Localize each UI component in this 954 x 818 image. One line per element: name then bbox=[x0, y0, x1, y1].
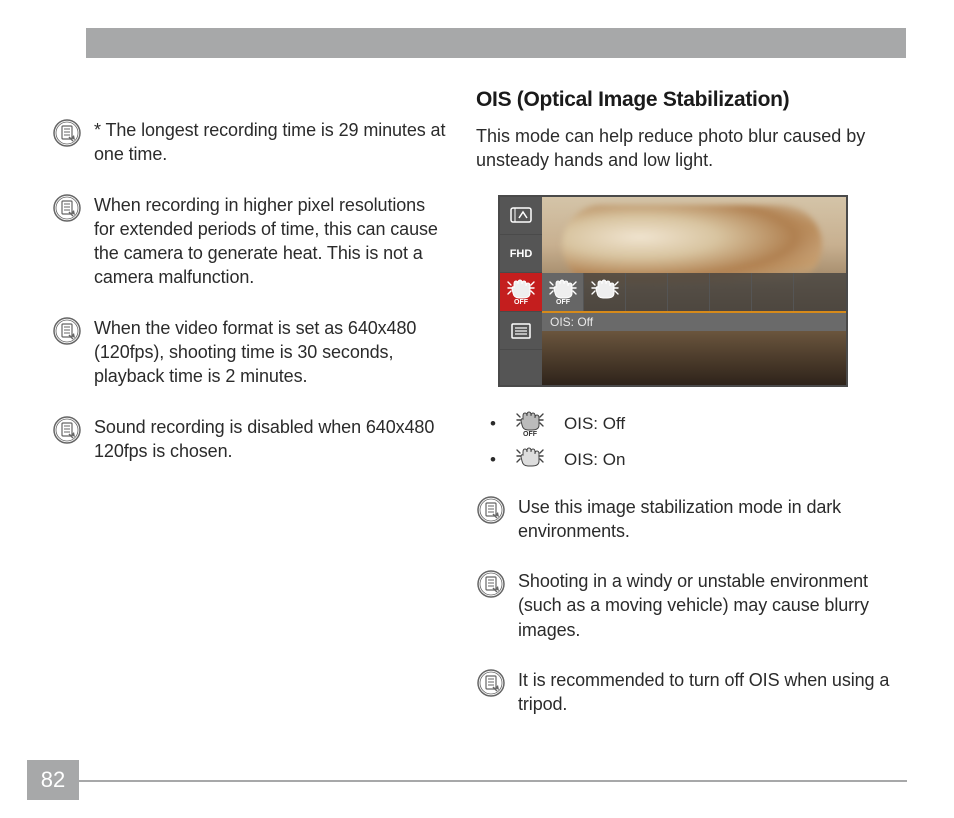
note-text: When recording in higher pixel resolutio… bbox=[94, 193, 448, 290]
left-column: * The longest recording time is 29 minut… bbox=[48, 88, 448, 717]
camera-ui-screenshot: FHD OIS: Off bbox=[498, 195, 848, 387]
legend-row-off: • OIS: Off bbox=[490, 411, 896, 437]
sidebar-blank bbox=[500, 350, 542, 386]
manual-page: * The longest recording time is 29 minut… bbox=[48, 0, 906, 818]
right-column: OIS (Optical Image Stabilization) This m… bbox=[476, 88, 896, 717]
note-icon bbox=[476, 495, 506, 525]
legend-label: OIS: Off bbox=[564, 414, 625, 434]
ois-option-strip bbox=[542, 273, 846, 311]
note-icon bbox=[52, 316, 82, 346]
note-icon bbox=[476, 569, 506, 599]
ois-option-blank bbox=[794, 273, 836, 311]
note-icon bbox=[52, 118, 82, 148]
note-text: Use this image stabilization mode in dar… bbox=[518, 495, 896, 544]
ois-option-on[interactable] bbox=[584, 273, 626, 311]
legend-row-on: • OIS: On bbox=[490, 447, 896, 473]
note-icon bbox=[476, 668, 506, 698]
note-icon bbox=[52, 193, 82, 223]
sidebar-exposure-icon[interactable] bbox=[500, 197, 542, 235]
note-item: Use this image stabilization mode in dar… bbox=[476, 495, 896, 544]
ois-option-off[interactable] bbox=[542, 273, 584, 311]
note-item: When the video format is set as 640x480 … bbox=[52, 316, 448, 389]
note-text: * The longest recording time is 29 minut… bbox=[94, 118, 448, 167]
content-columns: * The longest recording time is 29 minut… bbox=[48, 88, 906, 717]
legend-label: OIS: On bbox=[564, 450, 625, 470]
ois-on-icon bbox=[514, 447, 546, 473]
sidebar-menu-icon[interactable] bbox=[500, 312, 542, 350]
ois-option-blank bbox=[668, 273, 710, 311]
footer-divider bbox=[79, 780, 907, 782]
note-text: Shooting in a windy or unstable environm… bbox=[518, 569, 896, 642]
sidebar-fhd-label[interactable]: FHD bbox=[500, 235, 542, 273]
note-item: Shooting in a windy or unstable environm… bbox=[476, 569, 896, 642]
note-icon bbox=[52, 415, 82, 445]
ois-option-blank bbox=[626, 273, 668, 311]
note-text: When the video format is set as 640x480 … bbox=[94, 316, 448, 389]
note-item: Sound recording is disabled when 640x480… bbox=[52, 415, 448, 464]
ois-option-blank bbox=[752, 273, 794, 311]
note-item: When recording in higher pixel resolutio… bbox=[52, 193, 448, 290]
note-text: Sound recording is disabled when 640x480… bbox=[94, 415, 448, 464]
page-number: 82 bbox=[27, 760, 79, 800]
camera-sidebar: FHD bbox=[500, 197, 542, 387]
ois-option-blank bbox=[710, 273, 752, 311]
ois-off-icon bbox=[514, 411, 546, 437]
bullet: • bbox=[490, 450, 496, 470]
note-text: It is recommended to turn off OIS when u… bbox=[518, 668, 896, 717]
note-item: * The longest recording time is 29 minut… bbox=[52, 118, 448, 167]
note-item: It is recommended to turn off OIS when u… bbox=[476, 668, 896, 717]
sidebar-ois-icon[interactable] bbox=[500, 273, 542, 311]
section-title: OIS (Optical Image Stabilization) bbox=[476, 88, 896, 112]
header-bar bbox=[86, 28, 906, 58]
ois-legend: • OIS: Off • OIS: On bbox=[490, 411, 896, 473]
intro-text: This mode can help reduce photo blur cau… bbox=[476, 124, 896, 173]
bullet: • bbox=[490, 414, 496, 434]
ois-label-bar: OIS: Off bbox=[542, 311, 846, 331]
